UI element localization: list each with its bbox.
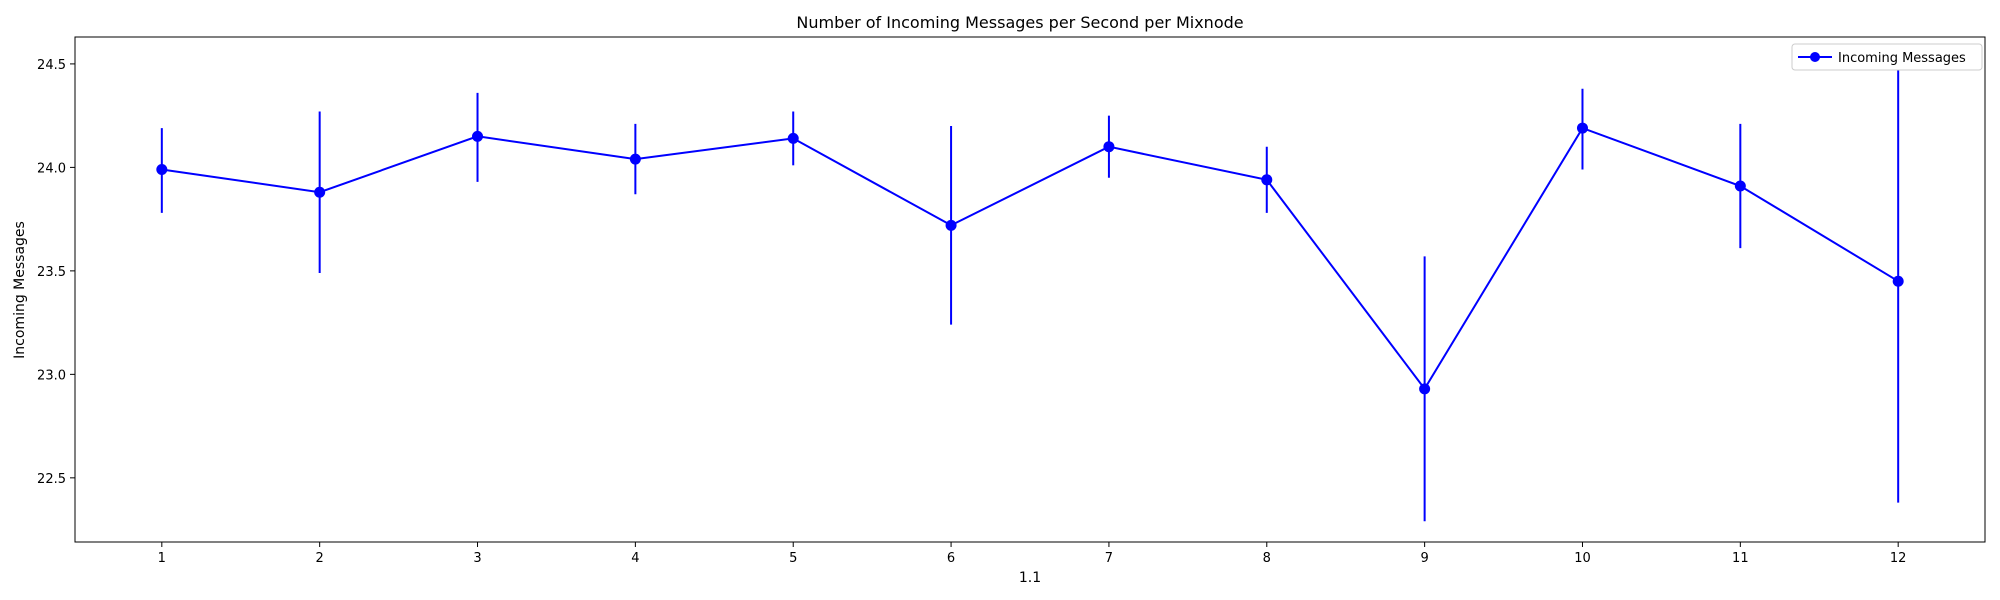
x-tick-label: 8 [1263,551,1271,566]
y-tick-label: 23.0 [37,368,66,383]
x-tick-label: 12 [1890,551,1907,566]
y-axis-label: Incoming Messages [12,221,28,359]
x-tick-label: 6 [947,551,955,566]
chart-title: Number of Incoming Messages per Second p… [796,13,1243,32]
x-tick-label: 4 [631,551,639,566]
y-tick-label: 22.5 [37,472,66,487]
series-line [161,126,1899,391]
data-point [1261,174,1273,186]
data-point [1103,141,1115,153]
data-point [156,163,168,175]
x-tick-label: 11 [1732,551,1749,566]
x-tick-label: 1 [158,551,166,566]
x-tick-label: 9 [1420,551,1428,566]
x-tick-label: 3 [473,551,481,566]
legend-box [1791,43,1983,71]
data-point [1419,383,1431,395]
y-tick-label: 24.0 [37,161,66,176]
legend: Incoming Messages [1791,43,1983,71]
data-point [787,132,799,144]
x-tick-label: 2 [316,551,324,566]
y-tick-label: 24.5 [37,58,66,73]
x-tick-label: 5 [789,551,797,566]
legend-point-marker [1810,52,1820,62]
data-point [472,130,484,142]
data-point [1734,180,1746,192]
data-point [629,153,641,165]
data-point [314,186,326,198]
x-axis-label: 1.1 [1019,570,1041,586]
plot-frame [74,36,1986,543]
y-tick-label: 23.5 [37,265,66,280]
data-point [1576,122,1588,134]
data-point [1892,275,1904,287]
legend-label: Incoming Messages [1838,51,1966,66]
x-tick-label: 7 [1105,551,1113,566]
x-tick-label: 10 [1574,551,1591,566]
data-point [945,219,957,231]
